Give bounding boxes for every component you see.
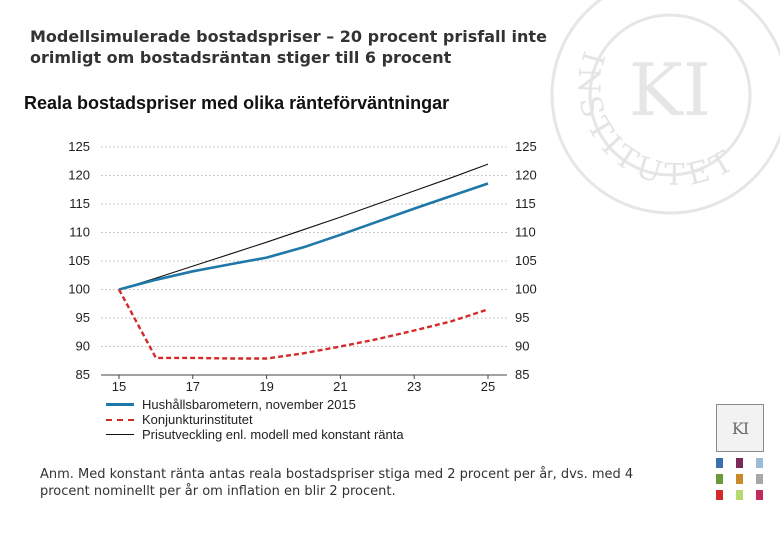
y-tick-label-left: 95 xyxy=(76,310,90,325)
legend-label: Prisutveckling enl. modell med konstant … xyxy=(142,427,404,442)
color-swatch xyxy=(716,458,723,468)
x-tick-label: 17 xyxy=(186,379,200,394)
y-axis-left: 85 90 95 100 105 110 115 120 125 xyxy=(68,139,90,382)
y-tick-label-left: 90 xyxy=(76,339,90,354)
legend-item: Konjunkturinstitutet xyxy=(106,412,404,427)
y-tick-label-right: 105 xyxy=(515,253,537,268)
legend-swatch-blue xyxy=(106,403,134,406)
y-tick-label-left: 125 xyxy=(68,139,90,154)
series-line-0 xyxy=(118,182,489,291)
y-tick-label-right: 115 xyxy=(515,196,536,211)
y-tick-label-right: 90 xyxy=(515,339,529,354)
y-tick-label-right: 100 xyxy=(515,282,537,297)
x-axis: 15 17 19 21 23 25 xyxy=(112,375,495,394)
legend-item: Prisutveckling enl. modell med konstant … xyxy=(106,427,404,442)
color-swatch xyxy=(736,490,743,500)
color-swatch xyxy=(736,474,743,484)
legend-swatch-red xyxy=(106,418,134,421)
y-tick-label-left: 120 xyxy=(68,168,90,183)
y-tick-label-left: 115 xyxy=(69,196,90,211)
x-tick-label: 23 xyxy=(407,379,421,394)
y-tick-label-left: 85 xyxy=(76,367,90,382)
x-tick-label: 21 xyxy=(333,379,347,394)
page-title: Modellsimulerade bostadspriser – 20 proc… xyxy=(30,27,547,67)
x-tick-label: 25 xyxy=(481,379,495,394)
color-swatch xyxy=(736,458,743,468)
series-line-1 xyxy=(117,288,489,360)
color-swatch xyxy=(716,474,723,484)
x-tick-label: 15 xyxy=(112,379,126,394)
y-tick-label-left: 110 xyxy=(69,225,90,240)
chart-series xyxy=(117,163,489,360)
legend-label: Konjunkturinstitutet xyxy=(142,412,253,427)
seal-monogram: KI xyxy=(629,48,711,132)
y-tick-label-right: 85 xyxy=(515,367,529,382)
ki-logo-mark: KI xyxy=(731,418,749,438)
chart-legend: Hushållsbarometern, november 2015 Konjun… xyxy=(106,397,404,442)
chart-subtitle: Reala bostadspriser med olika ränteförvä… xyxy=(24,93,450,113)
x-tick-label: 19 xyxy=(259,379,273,394)
legend-swatch-black xyxy=(106,434,134,435)
legend-item: Hushållsbarometern, november 2015 xyxy=(106,397,404,412)
series-line-2 xyxy=(118,163,489,291)
y-tick-label-right: 110 xyxy=(515,225,536,240)
y-tick-label-right: 120 xyxy=(515,168,537,183)
color-swatch xyxy=(716,490,723,500)
y-tick-label-left: 100 xyxy=(68,282,90,297)
y-axis-right: 85 90 95 100 105 110 115 120 125 xyxy=(515,139,537,382)
y-tick-label-right: 125 xyxy=(515,139,537,154)
color-swatch xyxy=(756,458,763,468)
color-swatch xyxy=(756,474,763,484)
legend-label: Hushållsbarometern, november 2015 xyxy=(142,397,356,412)
ki-seal-watermark: INSTITUTET KI xyxy=(550,0,780,215)
y-tick-label-left: 105 xyxy=(68,253,90,268)
y-tick-label-right: 95 xyxy=(515,310,529,325)
chart-note: Anm. Med konstant ränta antas reala bost… xyxy=(40,467,634,499)
ki-logo: KI xyxy=(716,404,764,452)
color-swatch xyxy=(756,490,763,500)
